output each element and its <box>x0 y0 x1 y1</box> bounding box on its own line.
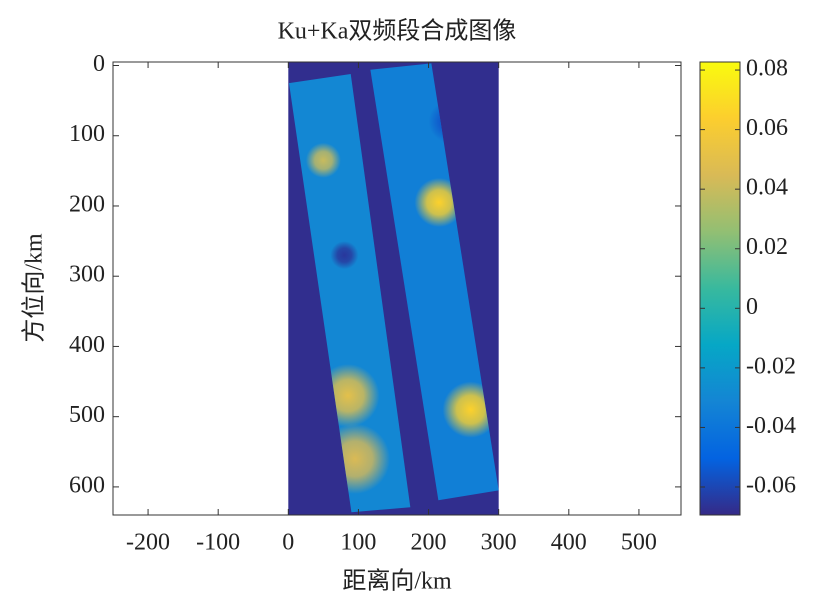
y-tick-label: 300 <box>69 262 105 288</box>
x-tick-label: 0 <box>282 530 294 556</box>
y-tick-label: 200 <box>69 191 105 217</box>
colorbar-tick-label: 0.04 <box>746 175 788 201</box>
colorbar <box>699 61 741 516</box>
colorbar-tick-label: -0.06 <box>746 473 796 499</box>
y-axis-label: 方位向/km <box>21 233 48 343</box>
x-tick-label: 300 <box>481 530 517 556</box>
y-tick-label: 500 <box>69 402 105 428</box>
colorbar-tick-label: 0.08 <box>746 56 788 82</box>
x-tick-label: -200 <box>126 530 170 556</box>
colorbar-tick-label: -0.02 <box>746 353 796 379</box>
x-tick-label: 400 <box>551 530 587 556</box>
colorbar-tick-label: -0.04 <box>746 413 796 439</box>
plot-frame <box>112 61 682 516</box>
swath <box>289 73 411 513</box>
spot <box>305 142 341 178</box>
y-tick-label: 100 <box>69 121 105 147</box>
x-tick-label: 100 <box>340 530 376 556</box>
y-tick-label: 0 <box>93 51 105 77</box>
colorbar-tick-label: 0.06 <box>746 115 788 141</box>
y-tick-label: 400 <box>69 332 105 358</box>
colorbar-tick-label: 0.02 <box>746 234 788 260</box>
x-axis-label: 距离向/km <box>342 568 452 595</box>
colorbar-tick-label: 0 <box>746 294 758 320</box>
spot <box>330 241 359 270</box>
spot <box>414 177 464 228</box>
chart-title: Ku+Ka双频段合成图像 <box>278 18 517 45</box>
x-tick-label: 200 <box>411 530 447 556</box>
x-tick-label: -100 <box>196 530 240 556</box>
y-tick-label: 600 <box>69 472 105 498</box>
x-tick-label: 500 <box>621 530 657 556</box>
